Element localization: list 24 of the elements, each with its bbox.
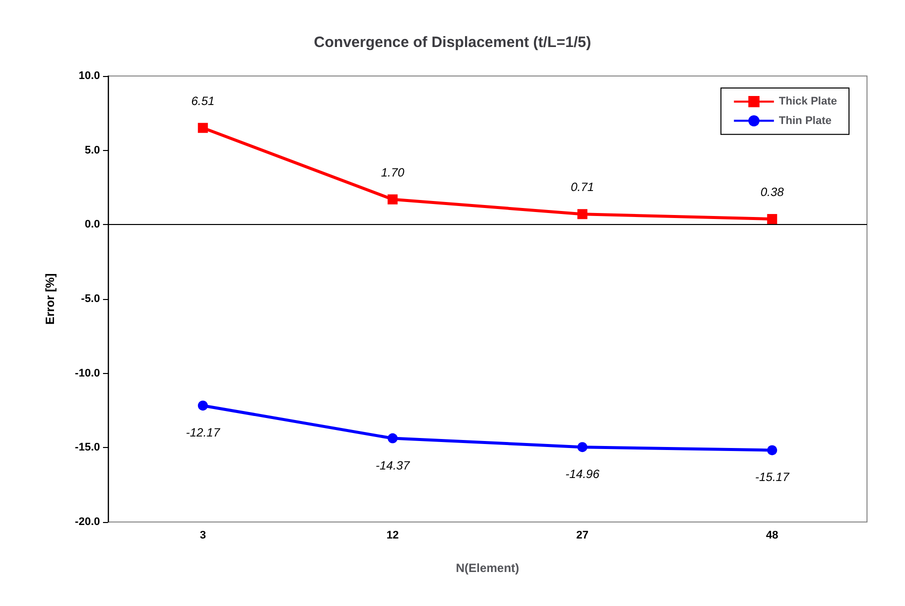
y-tick-label: 5.0 <box>84 144 100 156</box>
x-tick-label: 12 <box>386 530 399 542</box>
y-axis-title: Error [%] <box>43 273 57 325</box>
x-tick-label: 3 <box>200 530 206 542</box>
x-tick-label: 27 <box>576 530 588 542</box>
chart-title: Convergence of Displacement (t/L=1/5) <box>314 34 592 51</box>
y-tick-label: 0.0 <box>84 218 100 231</box>
x-axis-title: N(Element) <box>456 561 520 575</box>
data-label: 6.51 <box>191 94 215 108</box>
y-tick-label: 10.0 <box>78 70 100 82</box>
legend-label: Thin Plate <box>778 114 832 127</box>
data-label: -12.17 <box>186 426 222 440</box>
y-tick-label: -20.0 <box>74 516 100 528</box>
data-label: 1.70 <box>380 165 405 180</box>
data-label: -14.96 <box>565 467 600 482</box>
data-label: -15.17 <box>755 470 790 484</box>
x-tick-label: 48 <box>766 530 778 542</box>
data-label: 0.71 <box>570 180 594 194</box>
y-tick-label: -15.0 <box>74 442 100 454</box>
y-tick-label: -5.0 <box>81 293 100 305</box>
data-label: 0.38 <box>760 185 784 200</box>
y-tick-label: -10.0 <box>74 367 100 380</box>
data-label: -14.37 <box>376 458 411 472</box>
legend-label: Thick Plate <box>778 96 837 108</box>
